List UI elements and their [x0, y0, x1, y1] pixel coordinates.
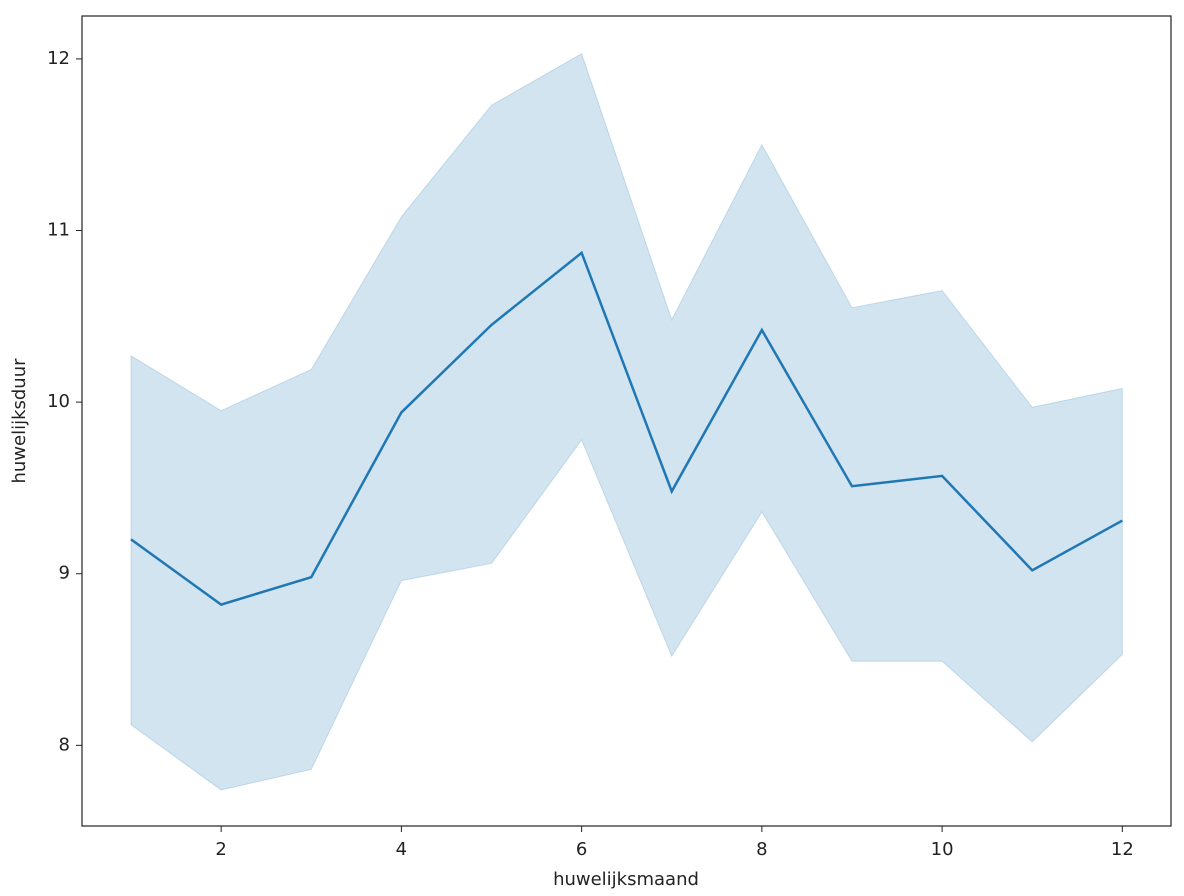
y-tick-label: 11	[47, 220, 70, 241]
line	[130, 250, 1123, 606]
y-tick-label: 12	[47, 48, 70, 69]
x-axis-label: huwelijksmaand	[553, 869, 699, 890]
y-axis-label: huwelijksduur	[9, 358, 30, 484]
x-tick-label: 2	[215, 839, 226, 860]
x-tick-label: 6	[576, 839, 587, 860]
x-tick-label: 8	[756, 839, 767, 860]
x-tick-label: 10	[931, 839, 954, 860]
x-tick-label: 4	[396, 839, 407, 860]
y-tick-label: 9	[59, 563, 70, 584]
y-tick-label: 10	[47, 391, 70, 412]
plot-frame	[81, 15, 1172, 827]
y-tick-label: 8	[59, 734, 70, 755]
x-tick-label: 12	[1111, 839, 1134, 860]
confidence-band	[130, 53, 1123, 791]
